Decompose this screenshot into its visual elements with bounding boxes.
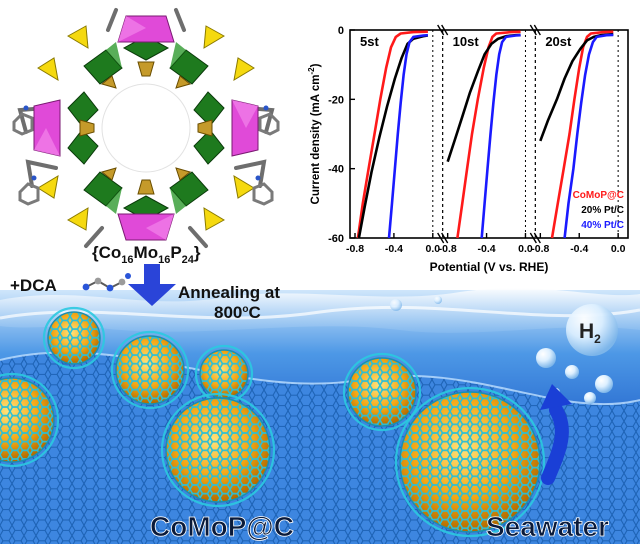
axis-break-mark	[529, 24, 537, 36]
dca-label: +DCA	[10, 276, 57, 295]
core-shell-particle	[194, 344, 254, 404]
formula-p: P	[170, 243, 181, 262]
y-axis-label: Current density (mA cm-2)	[307, 63, 322, 204]
particle-cage	[348, 358, 416, 426]
y-axis-label-main: Current density (mA cm	[310, 75, 322, 205]
particle-cage	[400, 392, 540, 532]
axis-break-mark	[441, 232, 449, 244]
h2-element: H	[579, 320, 594, 343]
particle-shell-ring	[160, 392, 276, 508]
panel-label: 20st	[545, 34, 572, 49]
formula-mo: Mo	[134, 243, 159, 262]
x-tick-label: 0.0	[425, 243, 440, 255]
particle-shell-ring	[110, 330, 190, 410]
axis-break-mark	[437, 24, 445, 36]
particle-outline	[347, 357, 417, 427]
particle-outline	[115, 335, 185, 405]
panel-label: 5st	[360, 34, 379, 49]
particle-outline	[47, 311, 101, 365]
particle-outline	[399, 391, 541, 533]
particle-cage	[200, 350, 248, 398]
formula-mo-sub: 16	[158, 254, 170, 266]
polyoxometalate-cluster	[12, 8, 280, 248]
core-shell-particle	[42, 306, 106, 370]
y-axis-label-close: )	[310, 63, 322, 67]
plot-frame	[349, 29, 629, 239]
chart-panel-5st: -0.8 -0.4 0.0 5st	[346, 30, 440, 255]
core-shell-particle	[394, 386, 546, 538]
particle-cage	[0, 378, 54, 462]
core-shell-particle	[342, 352, 422, 432]
panel-label: 10st	[453, 34, 480, 49]
y-tick-label: -60	[328, 233, 344, 245]
h2-subscript: 2	[594, 332, 601, 346]
product-label: CoMoP@C	[150, 511, 294, 542]
series-line-comop-c	[356, 30, 428, 239]
x-tick-label: 0.0	[611, 243, 626, 255]
axis-break-mark	[441, 24, 449, 36]
x-tick-label: -0.4	[478, 243, 496, 255]
core-shell-particle	[0, 372, 60, 468]
y-tick-label: -40	[328, 164, 344, 176]
x-tick-label: 0.0	[518, 243, 533, 255]
annealing-unit: C	[248, 303, 260, 322]
particle-cage	[48, 312, 100, 364]
h2-label: H2	[579, 320, 601, 346]
x-axis-label: Potential (V vs. RHE)	[430, 260, 549, 274]
formula-p-sub: 24	[182, 254, 195, 266]
bubbles	[390, 296, 618, 404]
series-line-comop-c	[550, 30, 614, 239]
axis-break-mark	[529, 232, 537, 244]
lsv-chart: 0 -20 -40 -60 Current density (mA cm-2) Poten…	[307, 24, 629, 274]
annealing-label: Annealing at	[178, 283, 280, 302]
formula-co-sub: 16	[121, 254, 133, 266]
chart-panel-20st: -0.8 -0.4 0.0 20st	[529, 24, 626, 255]
formula-close: }	[194, 243, 201, 262]
particle-shell-ring	[42, 306, 106, 370]
series-line-40-pt-c	[480, 33, 521, 239]
x-tick-label: -0.8	[346, 243, 364, 255]
x-tick-label: -0.4	[385, 243, 403, 255]
core-shell-particle	[110, 330, 190, 410]
axis-break-mark	[533, 24, 541, 36]
particle-cage	[116, 336, 184, 404]
formula-co: {Co	[92, 243, 121, 262]
synthesis-arrow	[128, 264, 176, 306]
x-tick-label: -0.8	[439, 243, 457, 255]
medium-label: Seawater	[486, 511, 609, 542]
series-line-40-pt-c	[563, 33, 614, 239]
annealing-degree: o	[242, 304, 248, 315]
y-axis-label-sup: -2	[307, 67, 316, 75]
axis-break-mark	[437, 232, 445, 244]
particle-outline	[0, 377, 55, 463]
axis-break-mark	[533, 232, 541, 244]
series-line-40-pt-c	[387, 33, 428, 239]
x-tick-label: -0.8	[531, 243, 549, 255]
chart-panel-10st: -0.8 -0.4 0.0 10st	[437, 24, 533, 255]
particle-shell-ring	[394, 386, 546, 538]
annealing-temp-value: 800	[214, 303, 242, 322]
series-line-20-pt-c	[357, 34, 429, 239]
legend-entry: CoMoP@C	[573, 190, 624, 201]
evolution-arrow	[540, 384, 572, 485]
particles	[0, 306, 546, 538]
particle-outline	[165, 397, 271, 503]
dca-molecule-icon	[82, 273, 131, 292]
core-shell-particle	[160, 392, 276, 508]
cluster-formula: {Co16Mo16P24}	[92, 243, 201, 266]
y-tick-label: -20	[328, 94, 344, 106]
x-tick-label: -0.4	[570, 243, 588, 255]
particle-cage	[166, 398, 270, 502]
legend-entry: 20% Pt/C	[581, 205, 624, 216]
legend-entry: 40% Pt/C	[581, 220, 624, 231]
particle-shell-ring	[0, 372, 60, 468]
annealing-temp: 800oC	[214, 303, 261, 322]
chart-legend: CoMoP@C 20% Pt/C 40% Pt/C	[573, 190, 624, 231]
particle-shell-ring	[342, 352, 422, 432]
series-line-comop-c	[456, 30, 521, 239]
y-tick-label: 0	[338, 25, 344, 37]
